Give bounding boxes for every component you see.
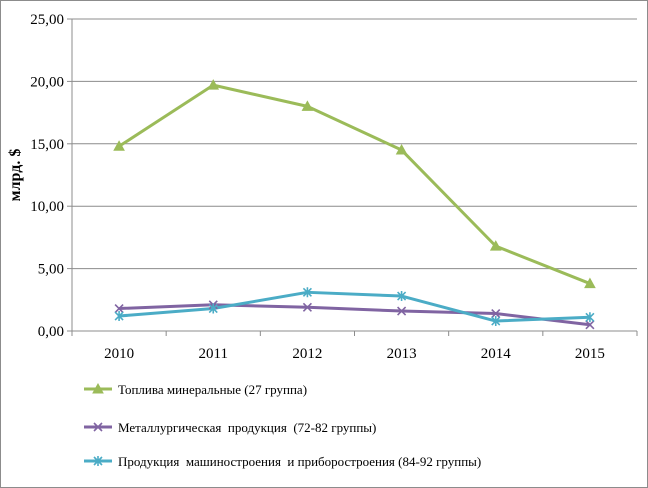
y-tick-label: 5,00 [38,262,64,278]
legend: Топлива минеральные (27 группа) Металлург… [84,382,481,469]
data-point [114,311,124,322]
data-point [585,320,595,330]
legend-item: Топлива минеральные (27 группа) [84,382,307,397]
series-line-3 [118,290,590,323]
y-tick-label: 10,00 [30,199,64,215]
legend-marker [92,382,104,394]
data-point [302,287,312,298]
x-tick-label: 2015 [575,346,605,362]
x-tick-label: 2012 [292,346,322,362]
y-tick-labels: 0,00 5,00 10,00 15,00 20,00 25,00 [30,12,64,340]
x-tick-label: 2010 [104,346,134,362]
y-tick-label: 0,00 [38,324,64,340]
data-point [491,308,501,319]
data-point [491,316,501,327]
data-point [113,140,125,151]
legend-label: Металлургическая продукция (72-82 группы… [118,420,376,435]
legend-marker [93,456,103,466]
legend-item: Металлургическая продукция (72-82 группы… [84,420,376,435]
x-tick-labels: 2010 2011 2012 2013 2014 2015 [104,346,605,362]
data-point [585,312,595,323]
data-point [489,240,502,251]
gridlines [72,18,637,270]
data-point [301,100,314,111]
legend-marker [93,422,103,432]
legend-label: Топлива минеральные (27 группа) [118,382,307,397]
x-tick-label: 2014 [481,346,512,362]
data-point [207,79,220,90]
series-lines [118,83,591,327]
series-line-1 [118,83,591,285]
data-point [397,291,407,302]
data-point [114,303,124,314]
y-tick-label: 20,00 [30,74,64,90]
data-point [584,277,596,289]
series-markers [113,79,596,330]
series-line-2 [119,303,591,327]
y-axis-label: млрд. $ [7,149,24,202]
x-tick-label: 2011 [199,346,228,362]
data-point [208,303,218,314]
data-point [397,306,407,316]
legend-label: Продукция машиностроения и приборостроен… [118,454,481,469]
data-point [302,302,312,312]
data-point [395,144,408,155]
y-tick-label: 15,00 [30,137,64,153]
legend-item: Продукция машиностроения и приборостроен… [84,454,481,469]
x-tick-label: 2013 [387,346,417,362]
axes [67,18,638,336]
y-tick-label: 25,00 [30,12,64,28]
